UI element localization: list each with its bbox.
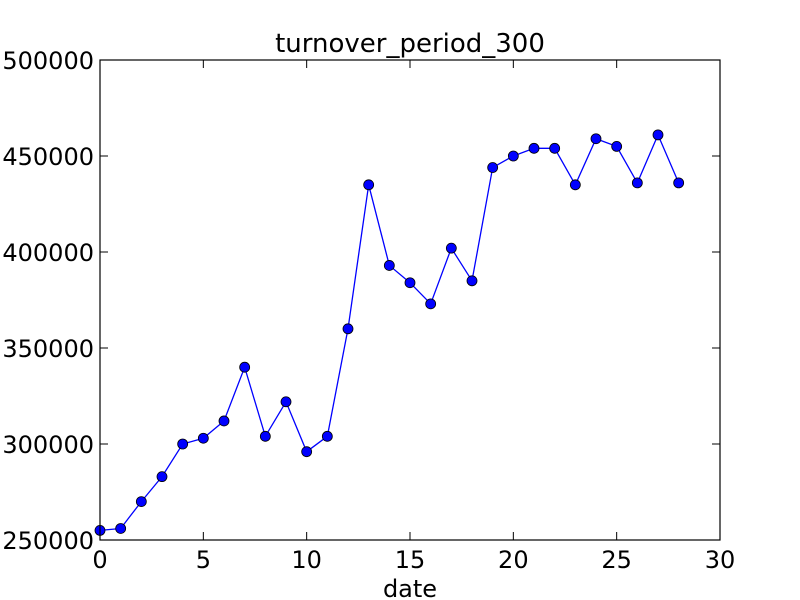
data-point [652, 129, 664, 141]
y-tick-label: 450000 [2, 143, 94, 171]
data-point [135, 496, 147, 508]
data-point [425, 298, 437, 310]
x-axis-ticks: 0 5 10 15 20 25 30 [92, 60, 735, 574]
x-tick-label: 10 [291, 546, 322, 574]
x-tick-label: 25 [601, 546, 632, 574]
series-layer [94, 129, 685, 536]
data-point [115, 523, 127, 534]
data-point [590, 133, 602, 145]
y-axis-ticks: 250000 300000 350000 400000 450000 500000 [2, 47, 720, 555]
data-point [383, 260, 395, 271]
data-point [507, 150, 519, 162]
data-point [321, 430, 333, 442]
y-tick-label: 500000 [2, 47, 94, 75]
y-tick-label: 400000 [2, 239, 94, 267]
data-point [569, 179, 581, 191]
data-point [301, 446, 313, 458]
data-point [177, 438, 189, 450]
data-point [156, 471, 168, 483]
data-point [466, 275, 478, 287]
x-tick-label: 30 [705, 546, 736, 574]
data-point [259, 430, 271, 442]
data-point [445, 242, 457, 254]
x-axis-label: date [383, 575, 437, 600]
data-point [487, 162, 499, 173]
plot-frame [99, 59, 721, 541]
data-point [342, 323, 354, 335]
x-tick-label: 20 [498, 546, 529, 574]
data-point [363, 179, 375, 191]
chart-title: turnover_period_300 [275, 29, 545, 59]
data-point [239, 361, 251, 373]
x-tick-label: 0 [92, 546, 107, 574]
data-point [549, 142, 561, 154]
y-tick-label: 250000 [2, 527, 94, 555]
data-point [631, 177, 643, 189]
data-point [197, 432, 209, 444]
data-point [673, 177, 685, 189]
data-point [611, 140, 623, 152]
y-tick-label: 300000 [2, 431, 94, 459]
data-point [218, 415, 230, 427]
y-tick-label: 350000 [2, 335, 94, 363]
data-point [280, 396, 292, 408]
data-point [404, 277, 416, 289]
data-point [528, 142, 540, 154]
x-tick-label: 15 [395, 546, 426, 574]
x-tick-label: 5 [196, 546, 211, 574]
